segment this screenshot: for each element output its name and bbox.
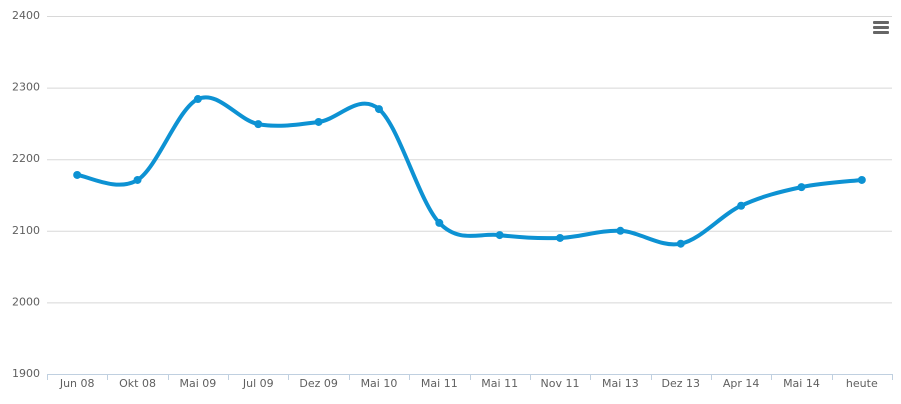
data-point [857,175,866,184]
x-tick-label: heute [846,377,878,390]
x-tick-label: Dez 13 [661,377,700,390]
x-tick-label: Apr 14 [723,377,760,390]
y-tick-label: 2100 [12,224,40,237]
data-point [193,95,202,104]
menu-bar [873,31,889,34]
x-tick-label: Mai 14 [783,377,820,390]
y-tick-label: 2400 [12,9,40,22]
data-point [676,239,685,248]
data-point [616,226,625,235]
data-point [435,218,444,227]
x-tick-label: Dez 09 [299,377,338,390]
y-tick-label: 1900 [12,367,40,380]
x-tick-label: Mai 11 [481,377,518,390]
data-point [374,105,383,114]
x-tick-label: Mai 13 [602,377,639,390]
series-line [75,95,864,247]
data-point [314,117,323,126]
x-tick-label: Mai 11 [421,377,458,390]
menu-bar [873,21,889,24]
data-point [73,170,82,179]
y-tick-label: 2000 [12,295,40,308]
menu-bar [873,26,889,29]
data-point [737,201,746,210]
x-tick-label: Okt 08 [119,377,156,390]
data-point [556,233,565,242]
x-tick-label: Mai 10 [361,377,398,390]
x-tick-label: Jun 08 [59,377,95,390]
data-point [495,231,504,240]
data-point [797,183,806,192]
menu-button[interactable] [873,21,889,34]
x-tick-label: Jul 09 [242,377,274,390]
data-point [133,175,142,184]
y-tick-label: 2300 [12,81,40,94]
y-tick-label: 2200 [12,152,40,165]
data-point [254,120,263,129]
x-tick-label: Nov 11 [541,377,580,390]
x-tick-label: Mai 09 [180,377,217,390]
